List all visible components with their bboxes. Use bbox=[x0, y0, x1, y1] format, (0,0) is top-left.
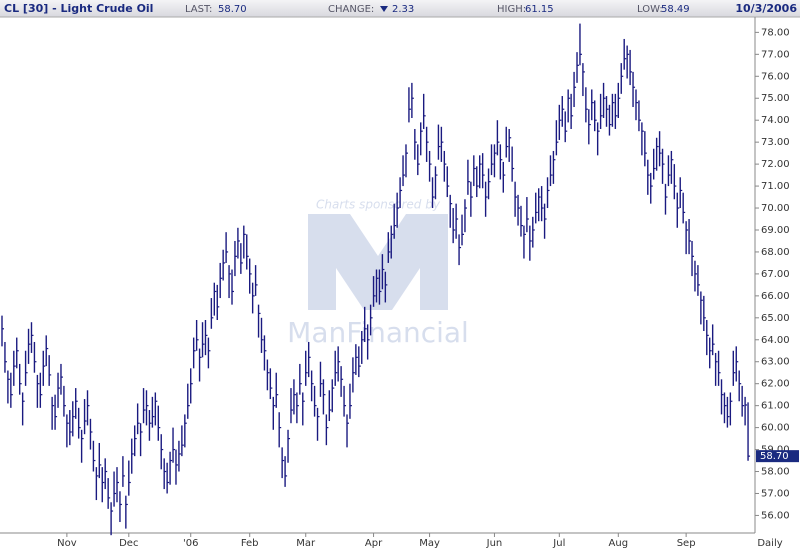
stat-name: LOW: bbox=[637, 4, 663, 15]
stat-name: CHANGE: bbox=[328, 4, 374, 15]
watermark-text: Charts sponsored by bbox=[316, 198, 441, 212]
y-tick-label: 75.00 bbox=[761, 93, 790, 104]
stat-value: 61.15 bbox=[525, 4, 554, 15]
x-axis-label: Daily bbox=[757, 538, 782, 549]
y-tick-label: 59.00 bbox=[761, 445, 790, 456]
y-tick-label: 69.00 bbox=[761, 225, 790, 236]
y-tick-label: 64.00 bbox=[761, 335, 790, 346]
y-tick-label: 74.00 bbox=[761, 115, 790, 126]
y-tick-label: 76.00 bbox=[761, 71, 790, 82]
watermark-brand: ManFinancial bbox=[287, 316, 469, 349]
y-tick-label: 57.00 bbox=[761, 488, 790, 499]
price-bars bbox=[1, 23, 751, 536]
y-tick-label: 77.00 bbox=[761, 49, 790, 60]
y-tick-label: 73.00 bbox=[761, 137, 790, 148]
y-tick-label: 71.00 bbox=[761, 181, 790, 192]
watermark: Charts sponsored by ManFinancial bbox=[287, 198, 469, 350]
header-bar bbox=[0, 0, 800, 17]
stat-value: 2.33 bbox=[392, 4, 414, 15]
x-tick-label: Jul bbox=[552, 538, 565, 549]
last-price-marker bbox=[756, 450, 799, 463]
y-tick-label: 67.00 bbox=[761, 269, 790, 280]
x-tick-label: Feb bbox=[241, 538, 259, 549]
x-tick-label: May bbox=[419, 538, 440, 549]
y-tick-label: 65.00 bbox=[761, 313, 790, 324]
y-tick-label: 78.00 bbox=[761, 27, 790, 38]
x-tick-label: Nov bbox=[57, 538, 77, 549]
stat-value: 58.70 bbox=[218, 4, 247, 15]
date: 10/3/2006 bbox=[735, 2, 797, 15]
y-tick-label: 60.00 bbox=[761, 423, 790, 434]
y-tick-label: 70.00 bbox=[761, 203, 790, 214]
watermark-logo bbox=[308, 214, 448, 310]
symbol-title: CL [30] - Light Crude Oil bbox=[4, 2, 153, 15]
y-tick-label: 68.00 bbox=[761, 247, 790, 258]
last-price-label: 58.70 bbox=[760, 451, 789, 462]
y-tick-label: 72.00 bbox=[761, 159, 790, 170]
x-tick-label: Apr bbox=[365, 538, 383, 549]
x-tick-label: Sep bbox=[677, 538, 696, 549]
stat-value: 58.49 bbox=[661, 4, 690, 15]
y-tick-label: 56.00 bbox=[761, 510, 790, 521]
x-tick-label: Jun bbox=[486, 538, 503, 549]
y-tick-label: 63.00 bbox=[761, 357, 790, 368]
x-tick-label: Mar bbox=[296, 538, 316, 549]
x-tick-label: Aug bbox=[609, 538, 629, 549]
y-tick-label: 61.00 bbox=[761, 401, 790, 412]
stat-name: HIGH: bbox=[497, 4, 526, 15]
y-tick-label: 66.00 bbox=[761, 291, 790, 302]
change-arrow bbox=[380, 6, 388, 12]
stat-name: LAST: bbox=[185, 4, 212, 15]
y-tick-label: 58.00 bbox=[761, 467, 790, 478]
x-tick-label: Dec bbox=[119, 538, 138, 549]
y-tick-label: 62.00 bbox=[761, 379, 790, 390]
x-tick-label: '06 bbox=[183, 538, 198, 549]
